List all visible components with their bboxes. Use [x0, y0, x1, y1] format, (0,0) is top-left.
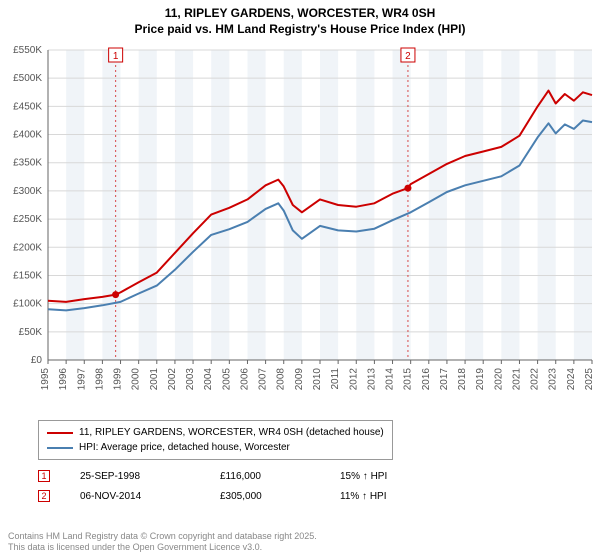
svg-text:2015: 2015 [403, 368, 414, 391]
svg-text:£100K: £100K [13, 299, 42, 310]
svg-text:2013: 2013 [366, 368, 377, 391]
svg-text:£400K: £400K [13, 130, 42, 141]
footer-line-2: This data is licensed under the Open Gov… [8, 542, 317, 554]
sale-marker-icon: 1 [38, 470, 50, 482]
chart-svg: £0 £50K £100K £150K £200K £250K £300K £350K £400… [0, 42, 600, 412]
legend-item: HPI: Average price, detached house, Worc… [47, 440, 384, 455]
title-line-2: Price paid vs. HM Land Registry's House … [0, 22, 600, 38]
svg-text:2: 2 [405, 51, 411, 62]
svg-text:2020: 2020 [493, 368, 504, 391]
svg-text:£200K: £200K [13, 242, 42, 253]
legend-item: 11, RIPLEY GARDENS, WORCESTER, WR4 0SH (… [47, 425, 384, 440]
svg-text:2016: 2016 [421, 368, 432, 391]
svg-text:£150K: £150K [13, 270, 42, 281]
svg-text:2011: 2011 [330, 368, 341, 390]
svg-text:£50K: £50K [19, 327, 43, 338]
footer-attribution: Contains HM Land Registry data © Crown c… [8, 531, 317, 554]
svg-text:2023: 2023 [548, 368, 559, 391]
svg-text:£350K: £350K [13, 158, 42, 169]
sale-marker-icon: 2 [38, 490, 50, 502]
svg-text:2001: 2001 [149, 368, 160, 391]
legend-swatch [47, 447, 73, 449]
sale-hpi: 15% ↑ HPI [340, 471, 387, 482]
svg-text:1996: 1996 [58, 368, 69, 391]
chart-area: £0 £50K £100K £150K £200K £250K £300K £350K £400… [0, 42, 600, 412]
svg-text:2024: 2024 [566, 368, 577, 391]
svg-text:2019: 2019 [475, 368, 486, 391]
svg-text:£250K: £250K [13, 214, 42, 225]
svg-text:£550K: £550K [13, 45, 42, 56]
svg-text:£450K: £450K [13, 101, 42, 112]
sale-price: £116,000 [220, 471, 340, 482]
svg-text:2005: 2005 [221, 368, 232, 391]
svg-text:2017: 2017 [439, 368, 450, 391]
sales-table: 1 25-SEP-1998 £116,000 15% ↑ HPI 2 06-NO… [38, 466, 387, 506]
svg-text:2008: 2008 [276, 368, 287, 391]
svg-text:2018: 2018 [457, 368, 468, 391]
svg-text:£500K: £500K [13, 73, 42, 84]
sale-row: 1 25-SEP-1998 £116,000 15% ↑ HPI [38, 466, 387, 486]
svg-text:2000: 2000 [131, 368, 142, 391]
svg-text:1998: 1998 [94, 368, 105, 391]
svg-text:2025: 2025 [584, 368, 595, 391]
svg-text:2004: 2004 [203, 368, 214, 391]
svg-text:1: 1 [113, 51, 119, 62]
svg-text:2006: 2006 [239, 368, 250, 391]
svg-text:1997: 1997 [76, 368, 87, 391]
sale-row: 2 06-NOV-2014 £305,000 11% ↑ HPI [38, 486, 387, 506]
svg-text:2007: 2007 [258, 368, 269, 391]
svg-text:1995: 1995 [40, 368, 51, 391]
chart-title: 11, RIPLEY GARDENS, WORCESTER, WR4 0SH P… [0, 0, 600, 37]
svg-text:£0: £0 [31, 355, 43, 366]
footer-line-1: Contains HM Land Registry data © Crown c… [8, 531, 317, 543]
sale-date: 06-NOV-2014 [80, 491, 220, 502]
sale-price: £305,000 [220, 491, 340, 502]
svg-text:2009: 2009 [294, 368, 305, 391]
svg-text:1999: 1999 [113, 368, 124, 391]
svg-text:2012: 2012 [348, 368, 359, 391]
svg-text:2003: 2003 [185, 368, 196, 391]
title-line-1: 11, RIPLEY GARDENS, WORCESTER, WR4 0SH [0, 6, 600, 22]
svg-text:2010: 2010 [312, 368, 323, 391]
svg-text:2022: 2022 [530, 368, 541, 391]
svg-text:£300K: £300K [13, 186, 42, 197]
sale-date: 25-SEP-1998 [80, 471, 220, 482]
svg-text:2014: 2014 [385, 368, 396, 391]
legend: 11, RIPLEY GARDENS, WORCESTER, WR4 0SH (… [38, 420, 393, 460]
svg-text:2021: 2021 [511, 368, 522, 391]
svg-text:2002: 2002 [167, 368, 178, 391]
legend-label: 11, RIPLEY GARDENS, WORCESTER, WR4 0SH (… [79, 425, 384, 440]
sale-hpi: 11% ↑ HPI [340, 491, 387, 502]
legend-swatch [47, 432, 73, 434]
legend-label: HPI: Average price, detached house, Worc… [79, 440, 290, 455]
